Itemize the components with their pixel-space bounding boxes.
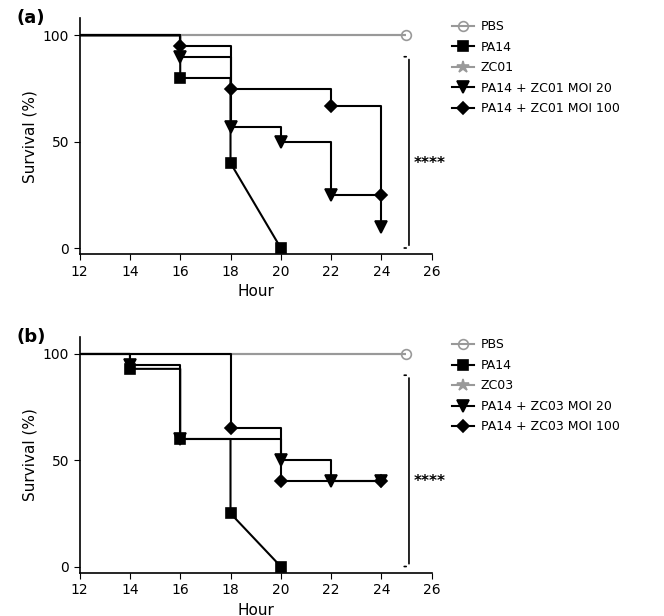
- Legend: PBS, PA14, ZC01, PA14 + ZC01 MOI 20, PA14 + ZC01 MOI 100: PBS, PA14, ZC01, PA14 + ZC01 MOI 20, PA1…: [452, 20, 620, 115]
- Y-axis label: Survival (%): Survival (%): [23, 408, 37, 501]
- X-axis label: Hour: Hour: [237, 603, 274, 616]
- Text: (b): (b): [17, 328, 46, 346]
- Text: (a): (a): [17, 9, 45, 27]
- Text: ****: ****: [414, 155, 446, 171]
- Y-axis label: Survival (%): Survival (%): [23, 90, 37, 183]
- X-axis label: Hour: Hour: [237, 285, 274, 299]
- Legend: PBS, PA14, ZC03, PA14 + ZC03 MOI 20, PA14 + ZC03 MOI 100: PBS, PA14, ZC03, PA14 + ZC03 MOI 20, PA1…: [452, 339, 620, 434]
- Text: ****: ****: [414, 474, 446, 489]
